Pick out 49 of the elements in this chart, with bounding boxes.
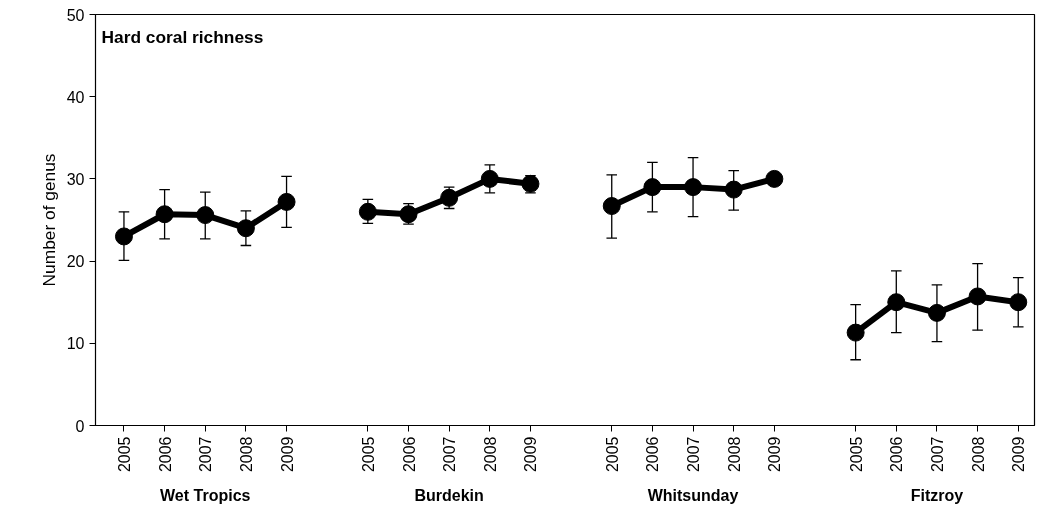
x-tick-label: 2006 <box>156 436 174 473</box>
point <box>602 197 621 216</box>
x-tick-label: 2008 <box>969 436 987 473</box>
x-tick-label: 2007 <box>441 436 459 473</box>
x-tick-label: 2005 <box>603 436 621 473</box>
x-tick-label: 2008 <box>237 436 255 473</box>
point <box>236 219 255 238</box>
y-axis-title: Number of genus <box>38 153 59 287</box>
x-tick-label: 2009 <box>766 436 784 473</box>
x-tick-label: 2008 <box>725 436 743 473</box>
x-tick-label: 2008 <box>481 436 499 473</box>
point <box>114 227 133 246</box>
y-tick-label: 10 <box>66 335 85 353</box>
y-tick-label: 20 <box>66 253 85 271</box>
y-tick-label: 30 <box>66 170 85 188</box>
point <box>724 180 743 199</box>
point <box>155 205 174 224</box>
point <box>887 293 906 312</box>
x-tick-label: 2009 <box>1010 436 1028 473</box>
point <box>196 206 215 225</box>
text: Burdekin <box>414 486 484 504</box>
x-tick-label: 2005 <box>115 436 133 473</box>
y-tick-label: 0 <box>75 417 85 435</box>
x-tick-label: 2005 <box>359 436 377 473</box>
point <box>1009 293 1028 312</box>
x-tick-label: 2007 <box>197 436 215 473</box>
point <box>846 323 865 342</box>
point <box>277 192 296 211</box>
text: Fitzroy <box>910 486 964 504</box>
point <box>927 303 946 322</box>
text: Hard coral richness <box>101 26 264 47</box>
point <box>968 287 987 306</box>
text: Wet Tropics <box>160 486 251 504</box>
point <box>684 178 703 197</box>
x-tick-label: 2006 <box>644 436 662 473</box>
x-tick-label: 2005 <box>847 436 865 473</box>
x-tick-label: 2009 <box>278 436 296 473</box>
y-tick-label: 40 <box>66 88 85 106</box>
x-tick-label: 2007 <box>685 436 703 473</box>
x-tick-label: 2006 <box>888 436 906 473</box>
point <box>643 178 662 197</box>
point <box>480 169 499 188</box>
point <box>765 169 784 188</box>
point <box>358 202 377 221</box>
x-tick-label: 2009 <box>522 436 540 473</box>
y-tick-label: 50 <box>66 6 85 24</box>
x-tick-label: 2007 <box>928 436 946 473</box>
x-tick-label: 2006 <box>400 436 418 473</box>
text: Whitsunday <box>647 486 739 504</box>
